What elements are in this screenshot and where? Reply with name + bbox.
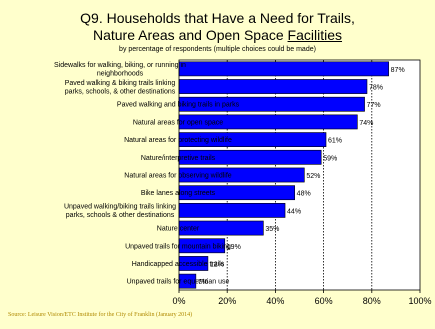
chart-title-line2-text: Nature Areas and Open Space [92,27,288,43]
bar-value-label: 74% [359,120,373,127]
bar-value-label: 7% [198,279,208,286]
category-label: Paved walking & biking trails linking par… [65,80,176,96]
category-label: Natural areas for observing wildlife [124,173,231,180]
category-label: Unpaved trails for equestrian use [127,279,230,286]
bar-value-label: 19% [227,244,241,251]
category-label: Bike lanes along streets [141,190,216,197]
category-label: Unpaved walking/biking trails linking par… [64,204,176,220]
bar-value-label: 59% [323,155,337,162]
category-label: Natural areas for open space [133,119,223,126]
source-note: Source: Leisure Vision/ETC Institute for… [8,312,193,318]
x-tick-label: 0% [172,296,185,306]
category-label: Nature center [157,226,200,233]
category-label: Unpaved trails for mountain biking [125,243,231,250]
category-label: Sidewalks for walking, biking, or runnin… [54,62,186,78]
bar-value-label: 78% [369,85,383,92]
x-tick-label: 100% [408,296,431,306]
x-tick-label: 40% [266,296,284,306]
x-tick-label: 80% [363,296,381,306]
bar-value-label: 35% [265,226,279,233]
category-label: Nature/interpretive trails [141,155,216,162]
chart-title-line1: Q9. Households that Have a Need for Trai… [80,10,355,26]
plot-border [178,59,421,291]
bar [178,61,389,77]
category-label: Natural areas for protecting wildlife [124,137,232,144]
bar-value-label: 87% [391,67,405,74]
bar [178,203,286,218]
bar-value-label: 12% [210,261,224,268]
category-label: Handicapped accessible trails [132,261,225,268]
bar-value-label: 44% [287,208,301,215]
chart-title-line2: Nature Areas and Open Space Facilities [0,27,435,43]
bar-value-label: 77% [367,102,381,109]
chart-subtitle: by percentage of respondents (multiple c… [119,46,316,53]
x-tick-label: 60% [315,296,333,306]
category-label: Paved walking and biking trails in parks [117,102,240,109]
bar-value-label: 52% [306,173,320,180]
bar-value-label: 48% [297,191,311,198]
bar-value-label: 61% [328,138,342,145]
chart-title-underlined-word: Facilities [287,27,343,43]
x-tick-label: 20% [218,296,236,306]
bar [178,79,368,94]
